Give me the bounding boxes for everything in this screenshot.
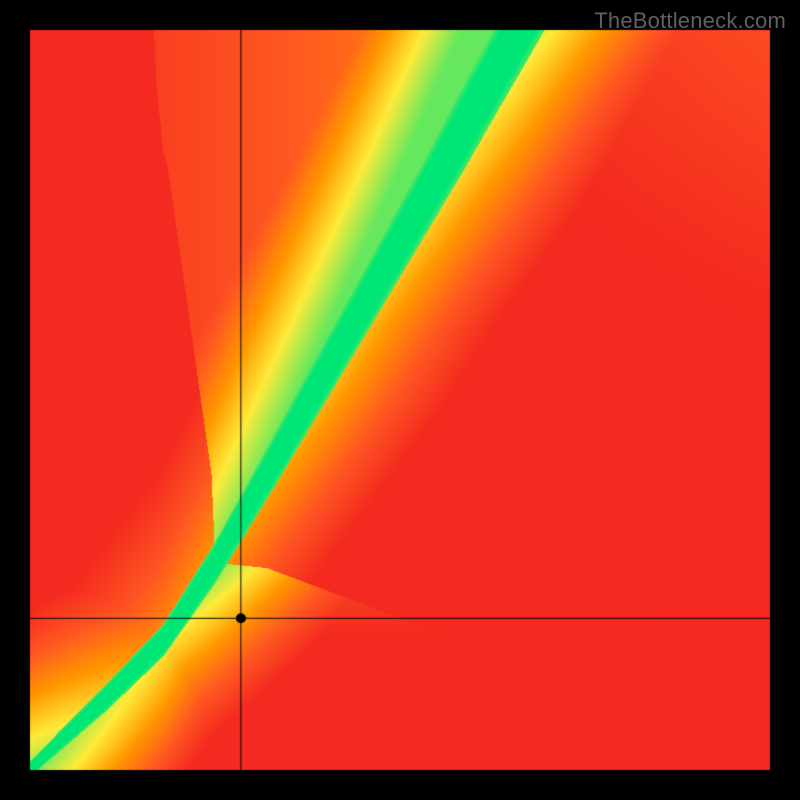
heatmap-canvas (0, 0, 800, 800)
chart-container: TheBottleneck.com (0, 0, 800, 800)
watermark-label: TheBottleneck.com (594, 8, 786, 34)
